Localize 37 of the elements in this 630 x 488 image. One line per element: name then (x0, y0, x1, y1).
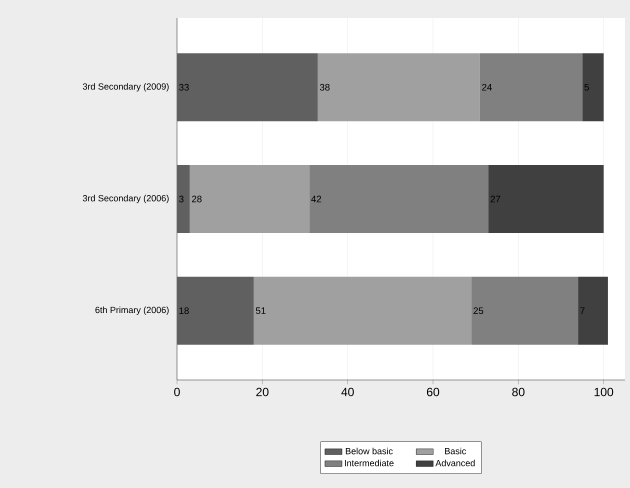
bar (309, 164, 488, 233)
bar (190, 164, 310, 233)
bar (177, 53, 318, 122)
data-label: 7 (580, 307, 585, 314)
data-label: 25 (474, 307, 484, 314)
bar (177, 164, 190, 233)
y-tick-label: 6th Primary (2006) (95, 306, 169, 315)
bar (578, 276, 608, 345)
x-tick-label: 20 (256, 388, 269, 396)
x-tick-label: 40 (341, 388, 354, 396)
data-label: 51 (256, 307, 266, 314)
data-label: 28 (192, 196, 202, 202)
bar (254, 276, 472, 345)
bar (480, 53, 582, 122)
data-label: 3 (179, 196, 184, 202)
x-tick-label: 60 (426, 388, 440, 396)
legend-label: Intermediate (344, 460, 394, 466)
legend-label: Basic (445, 448, 466, 454)
bar (488, 164, 604, 233)
y-tick-label: 3rd Secondary (2006) (82, 194, 169, 204)
legend-label: Advanced (435, 460, 475, 466)
data-label: 24 (482, 84, 492, 91)
data-label: 42 (311, 196, 322, 202)
data-label: 27 (490, 196, 500, 202)
data-label: 5 (584, 84, 589, 91)
y-tick-label: 3rd Secondary (2009) (82, 83, 169, 92)
bar (582, 53, 604, 122)
bar (318, 53, 480, 122)
bar (471, 276, 578, 345)
x-tick-label: 0 (174, 388, 180, 396)
data-label: 38 (320, 84, 330, 91)
x-tick-label: 100 (594, 388, 614, 396)
data-label: 18 (179, 307, 189, 314)
bar (177, 276, 254, 345)
data-label: 33 (179, 84, 189, 91)
legend-label: Below basic (346, 448, 393, 454)
x-tick-label: 80 (512, 388, 525, 396)
